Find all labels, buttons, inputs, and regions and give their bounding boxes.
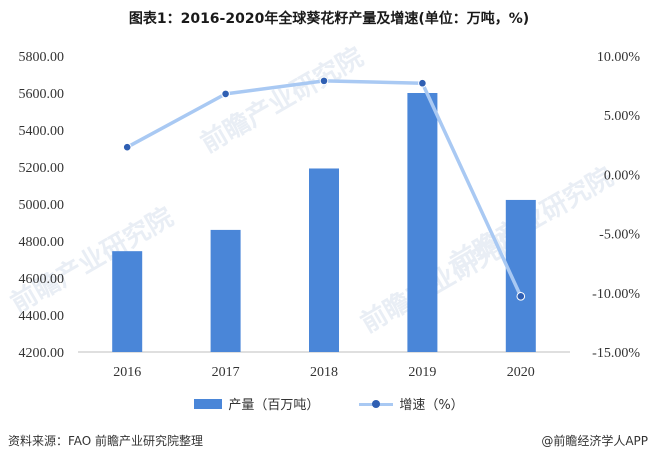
bar: [309, 168, 339, 352]
growth-point: [418, 78, 427, 88]
growth-point: [516, 292, 526, 301]
y-right-tick-label: 5.00%: [604, 109, 641, 124]
y-right-tick-label: 0.00%: [604, 168, 641, 183]
growth-point: [319, 76, 329, 86]
y-right-tick-label: -10.00%: [592, 287, 640, 302]
y-left-tick-label: 4600.00: [19, 272, 65, 287]
growth-point: [122, 142, 132, 152]
y-left-tick-label: 4400.00: [19, 309, 65, 324]
y-left-tick-label: 5200.00: [19, 161, 65, 176]
y-left-tick-label: 5600.00: [19, 87, 65, 102]
y-left-tick-label: 4200.00: [19, 346, 65, 361]
chart-legend: 产量（百万吨） 增速（%）: [0, 394, 658, 413]
bar: [407, 93, 438, 352]
bar: [210, 229, 241, 352]
x-tick-label: 2019: [408, 365, 436, 380]
x-tick-label: 2017: [212, 365, 240, 380]
legend-item-growth: 增速（%）: [359, 394, 464, 413]
y-left-tick-label: 5000.00: [19, 198, 65, 213]
x-tick-label: 2016: [113, 365, 141, 380]
footer-brand: @前瞻经济学人APP: [541, 434, 648, 448]
chart-canvas: 4200.00 4400.00 4600.00 4800.00 5000.00 5200.…: [19, 50, 641, 380]
y-right-tick-label: -5.00%: [599, 228, 640, 243]
legend-item-production: 产量（百万吨）: [194, 394, 319, 413]
x-tick-label: 2020: [507, 365, 535, 380]
y-right-tick-label: 10.00%: [597, 50, 641, 65]
y-left-tick-label: 4800.00: [19, 235, 65, 250]
x-tick-label: 2018: [310, 365, 338, 380]
y-left-tick-label: 5400.00: [19, 124, 65, 139]
legend-line-swatch: [359, 399, 394, 409]
bar: [112, 251, 143, 352]
chart-title: 图表1：2016-2020年全球葵花籽产量及增速(单位：万吨，%): [128, 11, 530, 27]
footer-source: 资料来源：FAO 前瞻产业研究院整理: [8, 434, 204, 448]
y-right-tick-label: -15.00%: [592, 346, 640, 361]
growth-point: [221, 89, 230, 99]
legend-label-growth: 增速（%）: [399, 398, 464, 413]
legend-label-production: 产量（百万吨）: [228, 398, 320, 413]
legend-bar-swatch: [194, 398, 223, 409]
y-left-tick-label: 5800.00: [19, 50, 65, 65]
